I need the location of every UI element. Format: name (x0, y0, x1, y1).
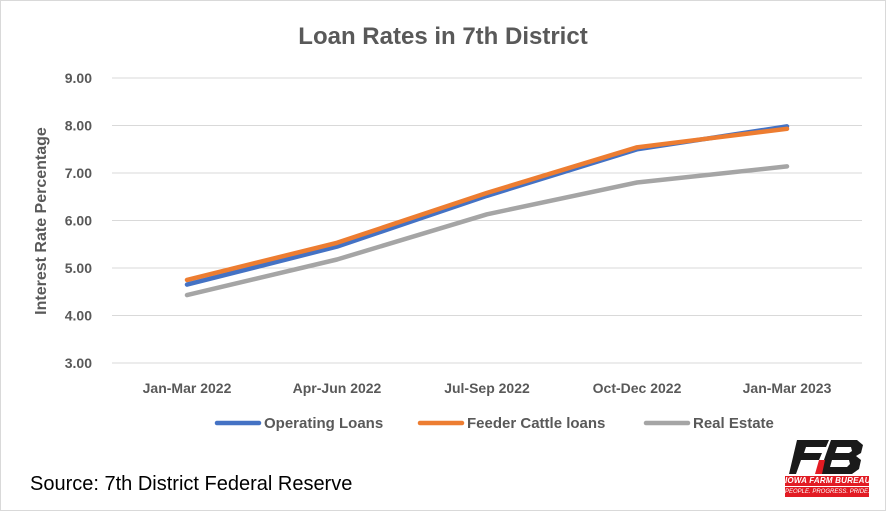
logo-name: IOWA FARM BUREAU (785, 476, 869, 486)
series-line-operating-loans (184, 124, 790, 287)
y-tick-label: 3.00 (65, 355, 92, 371)
logo-tagline: PEOPLE. PROGRESS. PRIDE. (785, 487, 869, 497)
y-axis-ticks: 3.00 4.00 5.00 6.00 7.00 8.00 9.00 (65, 70, 92, 371)
x-tick-label: Jan-Mar 2023 (743, 380, 832, 396)
legend-label: Real Estate (693, 415, 774, 432)
x-tick-label: Apr-Jun 2022 (293, 380, 382, 396)
chart-title: Loan Rates in 7th District (298, 23, 587, 50)
y-axis-label: Interest Rate Percentage (33, 127, 50, 315)
source-note: Source: 7th District Federal Reserve (30, 473, 353, 495)
grid-lines (112, 77, 862, 364)
y-tick-label: 9.00 (65, 70, 92, 86)
legend-label: Feeder Cattle loans (467, 415, 605, 432)
x-tick-label: Jul-Sep 2022 (444, 380, 530, 396)
y-tick-label: 7.00 (65, 165, 92, 181)
series-line-real-estate (184, 164, 790, 298)
x-tick-label: Oct-Dec 2022 (593, 380, 682, 396)
y-tick-label: 8.00 (65, 118, 92, 134)
farm-bureau-fb-icon (789, 440, 863, 474)
series-lines (184, 124, 790, 298)
iowa-farm-bureau-logo: IOWA FARM BUREAU PEOPLE. PROGRESS. PRIDE… (785, 440, 869, 498)
x-axis-ticks: Jan-Mar 2022 Apr-Jun 2022 Jul-Sep 2022 Oct-… (143, 380, 832, 396)
y-tick-label: 5.00 (65, 260, 92, 276)
x-tick-label: Jan-Mar 2022 (143, 380, 232, 396)
series-line-feeder-cattle-loans (184, 126, 790, 283)
y-tick-label: 6.00 (65, 213, 92, 229)
y-tick-label: 4.00 (65, 308, 92, 324)
legend: Operating Loans Feeder Cattle loans Real E… (214, 415, 774, 432)
legend-label: Operating Loans (264, 415, 383, 432)
